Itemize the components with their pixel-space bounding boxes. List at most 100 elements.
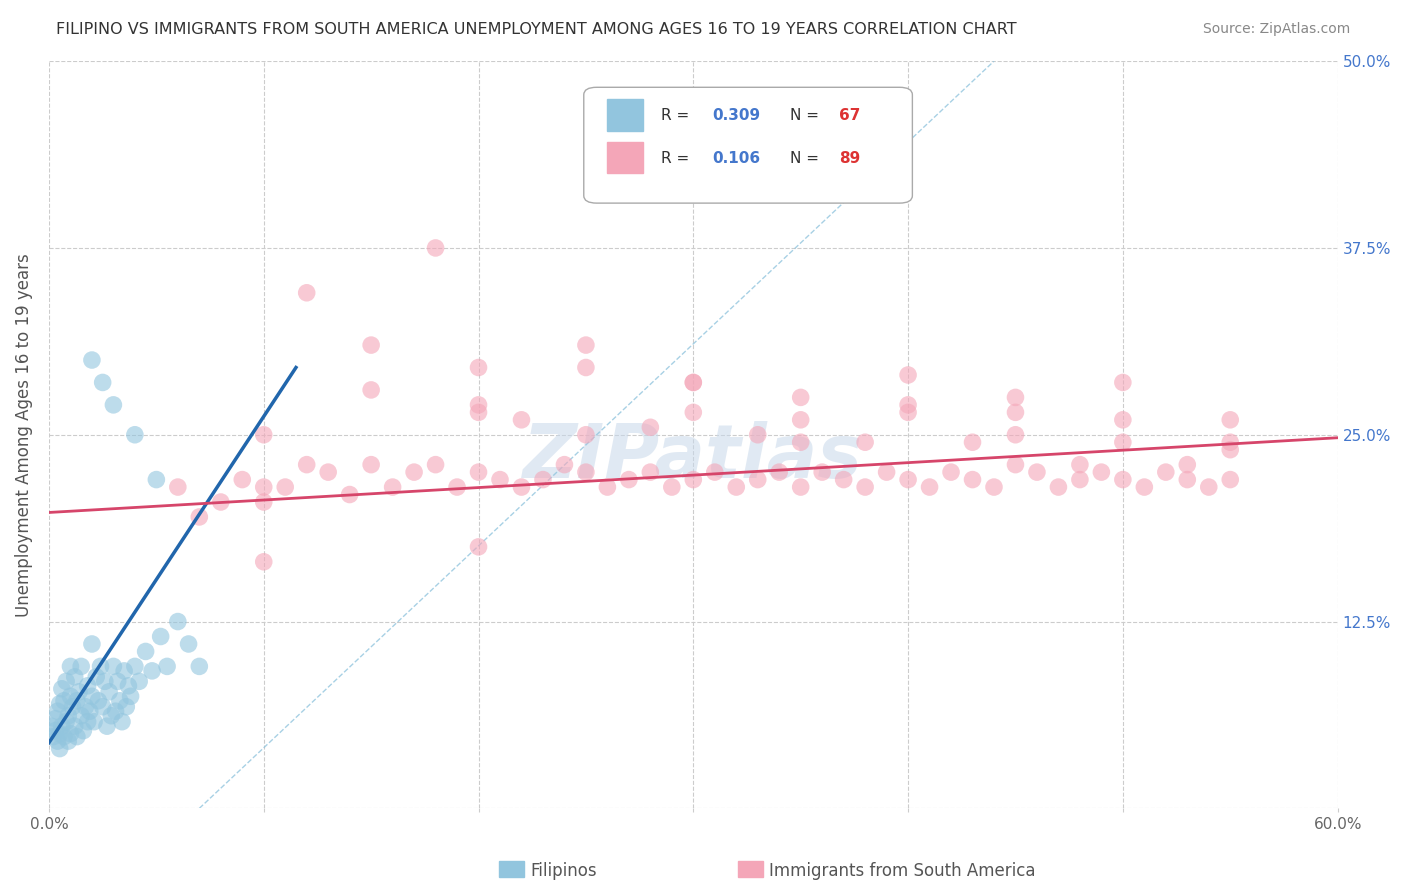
Point: [79, 704, 101, 718]
Point: [135, 644, 157, 658]
Point: [145, 473, 167, 487]
Point: [467, 360, 489, 375]
Point: [53, 730, 76, 744]
Point: [467, 405, 489, 419]
Point: [596, 480, 619, 494]
Text: 89: 89: [839, 151, 860, 166]
Point: [62, 699, 84, 714]
Point: [789, 435, 811, 450]
Text: R =: R =: [661, 108, 695, 123]
Point: [124, 427, 146, 442]
Point: [531, 473, 554, 487]
Point: [876, 465, 898, 479]
Point: [177, 637, 200, 651]
Point: [553, 458, 575, 472]
Point: [1133, 480, 1156, 494]
Point: [70, 659, 93, 673]
Point: [87, 694, 110, 708]
Point: [1026, 465, 1049, 479]
Point: [1069, 458, 1091, 472]
Point: [339, 487, 361, 501]
Point: [467, 540, 489, 554]
Point: [1198, 480, 1220, 494]
Point: [108, 694, 131, 708]
Point: [747, 427, 769, 442]
Point: [897, 473, 920, 487]
Point: [253, 427, 276, 442]
Point: [575, 465, 598, 479]
Point: [1219, 442, 1241, 457]
Point: [48, 726, 70, 740]
Bar: [607, 99, 643, 130]
Point: [682, 376, 704, 390]
Point: [94, 674, 117, 689]
Point: [1047, 480, 1070, 494]
Point: [1112, 413, 1135, 427]
Y-axis label: Unemployment Among Ages 16 to 19 years: Unemployment Among Ages 16 to 19 years: [15, 252, 32, 616]
Point: [44, 712, 66, 726]
Point: [128, 674, 150, 689]
Point: [188, 510, 211, 524]
Text: N =: N =: [790, 151, 824, 166]
Point: [640, 465, 662, 479]
Point: [58, 734, 80, 748]
Point: [682, 405, 704, 419]
Text: R =: R =: [661, 151, 695, 166]
Text: FILIPINO VS IMMIGRANTS FROM SOUTH AMERICA UNEMPLOYMENT AMONG AGES 16 TO 19 YEARS: FILIPINO VS IMMIGRANTS FROM SOUTH AMERIC…: [56, 22, 1017, 37]
Point: [48, 741, 70, 756]
Point: [853, 480, 876, 494]
Point: [58, 708, 80, 723]
Point: [51, 681, 73, 696]
Point: [1112, 473, 1135, 487]
Point: [141, 664, 163, 678]
Point: [46, 734, 69, 748]
Point: [89, 659, 111, 673]
Point: [91, 376, 114, 390]
Point: [316, 465, 339, 479]
Point: [640, 420, 662, 434]
Point: [44, 723, 66, 738]
Point: [789, 480, 811, 494]
Point: [360, 383, 382, 397]
Point: [48, 697, 70, 711]
Point: [66, 730, 89, 744]
Point: [274, 480, 297, 494]
Point: [83, 714, 105, 729]
Point: [46, 704, 69, 718]
Point: [1004, 427, 1026, 442]
Point: [117, 679, 139, 693]
Point: [295, 458, 318, 472]
Text: 0.309: 0.309: [713, 108, 761, 123]
Point: [617, 473, 640, 487]
Point: [1004, 405, 1026, 419]
Text: 67: 67: [839, 108, 860, 123]
Point: [63, 719, 86, 733]
Point: [166, 480, 188, 494]
Point: [98, 685, 121, 699]
Point: [76, 679, 98, 693]
Text: 0.106: 0.106: [713, 151, 761, 166]
Point: [853, 435, 876, 450]
Point: [510, 413, 533, 427]
Point: [1219, 473, 1241, 487]
Point: [489, 473, 512, 487]
Point: [789, 391, 811, 405]
Point: [404, 465, 426, 479]
Point: [467, 398, 489, 412]
Point: [381, 480, 404, 494]
Point: [1112, 435, 1135, 450]
Point: [103, 659, 125, 673]
Point: [897, 398, 920, 412]
Point: [80, 353, 103, 368]
Point: [1112, 376, 1135, 390]
Point: [1154, 465, 1177, 479]
Bar: [607, 142, 643, 173]
Point: [111, 714, 134, 729]
Point: [59, 659, 82, 673]
Point: [1175, 458, 1198, 472]
Point: [703, 465, 725, 479]
Point: [1069, 473, 1091, 487]
Point: [918, 480, 941, 494]
Point: [747, 473, 769, 487]
Point: [253, 555, 276, 569]
